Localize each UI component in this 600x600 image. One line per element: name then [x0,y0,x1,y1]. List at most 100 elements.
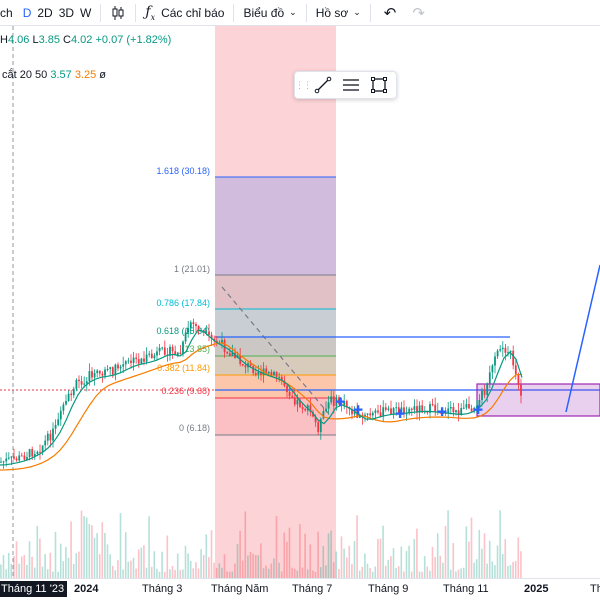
volume-bar [70,521,72,578]
candle-body [59,410,62,420]
candle-body [332,396,335,406]
volume-bar [288,527,291,578]
candle-body [205,331,208,333]
candle-body [83,383,86,385]
volume-bar [249,551,252,578]
interval-2d[interactable]: 2D [37,5,53,20]
volume-bar [429,570,431,578]
volume-bar [330,530,332,578]
lines-icon[interactable] [337,72,365,98]
volume-bar [416,528,418,578]
candle-body [192,322,195,325]
volume-bar [119,513,122,578]
ohlc-h-label: H [0,34,8,46]
candle-body [67,393,70,401]
profile-menu-button[interactable]: Hồ sơ ⌄ [313,1,364,25]
volume-bar [54,531,57,578]
projection-box [476,383,600,417]
candle-body [392,408,395,415]
volume-bar [345,557,348,578]
volume-bar [293,568,296,578]
candle-body [442,412,444,414]
candle-body [20,455,23,457]
volume-bar [62,561,65,578]
candle-body [137,359,140,364]
candle-body [286,385,288,392]
volume-bar [213,562,215,578]
volume-bar [486,563,488,578]
top-toolbar: ch D 2D 3D W ƒx Các chỉ báo Biểu đồ ⌄ Hồ… [0,0,600,26]
volume-bar [171,566,174,578]
candles-icon[interactable] [107,1,129,25]
volume-bar [410,571,413,578]
candle-body [57,419,60,426]
volume-bar [109,554,111,578]
volume-bar [23,555,26,578]
volume-bar [371,571,374,578]
volume-bar [145,567,148,578]
candle-body [135,357,138,360]
volume-bar [15,541,18,578]
volume-bar [436,533,439,578]
ma-legend-mark: ø [99,69,107,81]
volume-bar [57,571,59,578]
volume-bar [169,569,171,578]
volume-bar [270,563,273,578]
volume-bar [187,553,189,578]
candle-body [96,370,99,374]
candle-body [72,388,75,396]
trendline-icon[interactable] [309,72,337,98]
volume-bar [80,510,83,578]
candle-body [257,371,260,375]
candle-body [130,360,132,363]
volume-bar [457,569,460,578]
volume-bar [39,538,41,578]
volume-bar [31,556,33,578]
candle-body [169,346,171,356]
volume-bar [130,560,132,578]
candle-body [49,433,52,441]
time-axis[interactable]: Tháng 11 '23 2024 Tháng 3 Tháng Năm Thán… [0,578,600,600]
interval-partial[interactable]: ch [0,5,13,20]
time-axis-label: 2025 [524,583,549,595]
volume-bar [252,553,254,578]
chart-menu-button[interactable]: Biểu đồ ⌄ [240,1,299,25]
volume-bar [426,566,429,578]
price-chart[interactable]: 1.618 (30.18) 1 (21.01) 0.786 (17.84) 0.… [0,0,600,578]
candle-body [319,418,322,432]
candle-body [150,353,153,359]
volume-bar [174,569,176,578]
volume-bar [444,525,447,578]
ohlc-close: 4.02 [71,34,93,46]
volume-bar [351,564,353,578]
candle-body [345,401,348,408]
indicators-button[interactable]: ƒx Các chỉ báo [142,1,227,25]
candle-body [309,405,312,413]
volume-bar [304,533,306,578]
volume-bar [483,533,486,578]
divider [135,3,137,22]
candle-body [387,408,390,410]
interval-d[interactable]: D [22,5,32,20]
candle-body [507,352,509,354]
drag-handle-icon[interactable]: ⋮⋮ [295,79,312,90]
interval-w[interactable]: W [80,5,92,20]
volume-bar [447,510,449,578]
fib-zone-5 [215,356,336,375]
candle-body [13,456,15,459]
volume-bar [366,563,369,578]
volume-bar [408,545,410,578]
volume-bar [312,570,314,578]
volume-bar [78,551,80,578]
redo-icon[interactable]: ↷ [412,4,425,22]
rectangle-icon[interactable] [365,72,393,98]
candle-body [405,413,408,415]
ma-legend[interactable]: cắt 20 50 3.57 3.25 ø [2,69,106,81]
time-axis-label: Th [590,583,600,595]
fib-zone-786 [215,309,336,337]
candle-body [366,413,369,415]
candle-body [410,408,413,410]
undo-icon[interactable]: ↶ [383,4,397,22]
interval-3d[interactable]: 3D [58,5,75,20]
volume-bar [317,531,319,578]
